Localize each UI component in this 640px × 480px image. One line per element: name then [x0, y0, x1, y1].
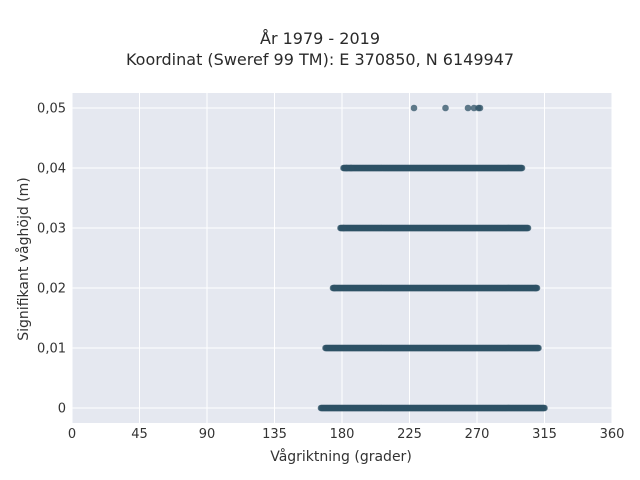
data-points	[317, 104, 548, 412]
y-tick-label: 0,03	[37, 222, 66, 237]
data-point	[524, 224, 532, 232]
x-tick-label: 0	[68, 427, 76, 442]
chart-title-line-2: Koordinat (Sweref 99 TM): E 370850, N 61…	[125, 50, 515, 69]
y-tick-label: 0,04	[37, 162, 66, 177]
x-tick-label: 135	[262, 427, 287, 442]
data-row	[329, 284, 541, 292]
x-axis-label: Vågriktning (grader)	[270, 448, 412, 465]
data-point	[340, 224, 347, 232]
y-tick-label: 0,01	[37, 342, 66, 357]
data-row	[340, 164, 526, 172]
x-tick-label: 90	[199, 427, 216, 442]
data-point	[343, 164, 350, 172]
y-axis-label: Signifikant våghöjd (m)	[15, 177, 32, 340]
data-row	[322, 344, 542, 352]
x-tick-label: 225	[397, 427, 422, 442]
data-point	[535, 344, 542, 352]
data-point	[541, 404, 548, 412]
chart-title-line-1: År 1979 - 2019	[260, 29, 380, 48]
data-row	[337, 224, 532, 232]
y-tick-label: 0	[58, 402, 66, 417]
tick-labels: 0 45 90 135 180 225 270 315 360 0 0,01 0,02 0,03 0,04…	[37, 102, 624, 443]
y-tick-label: 0,02	[37, 282, 66, 297]
data-point	[442, 104, 449, 112]
data-point	[518, 164, 526, 172]
x-tick-label: 180	[330, 427, 355, 442]
x-tick-label: 45	[131, 427, 148, 442]
y-tick-label: 0,05	[37, 102, 66, 117]
data-point	[331, 284, 338, 292]
x-tick-label: 270	[465, 427, 490, 442]
data-row	[317, 404, 548, 412]
x-tick-label: 315	[532, 427, 557, 442]
data-point	[410, 104, 418, 112]
data-point	[464, 104, 472, 112]
x-tick-label: 360	[600, 427, 625, 442]
data-point	[476, 104, 484, 112]
data-point	[532, 284, 539, 292]
